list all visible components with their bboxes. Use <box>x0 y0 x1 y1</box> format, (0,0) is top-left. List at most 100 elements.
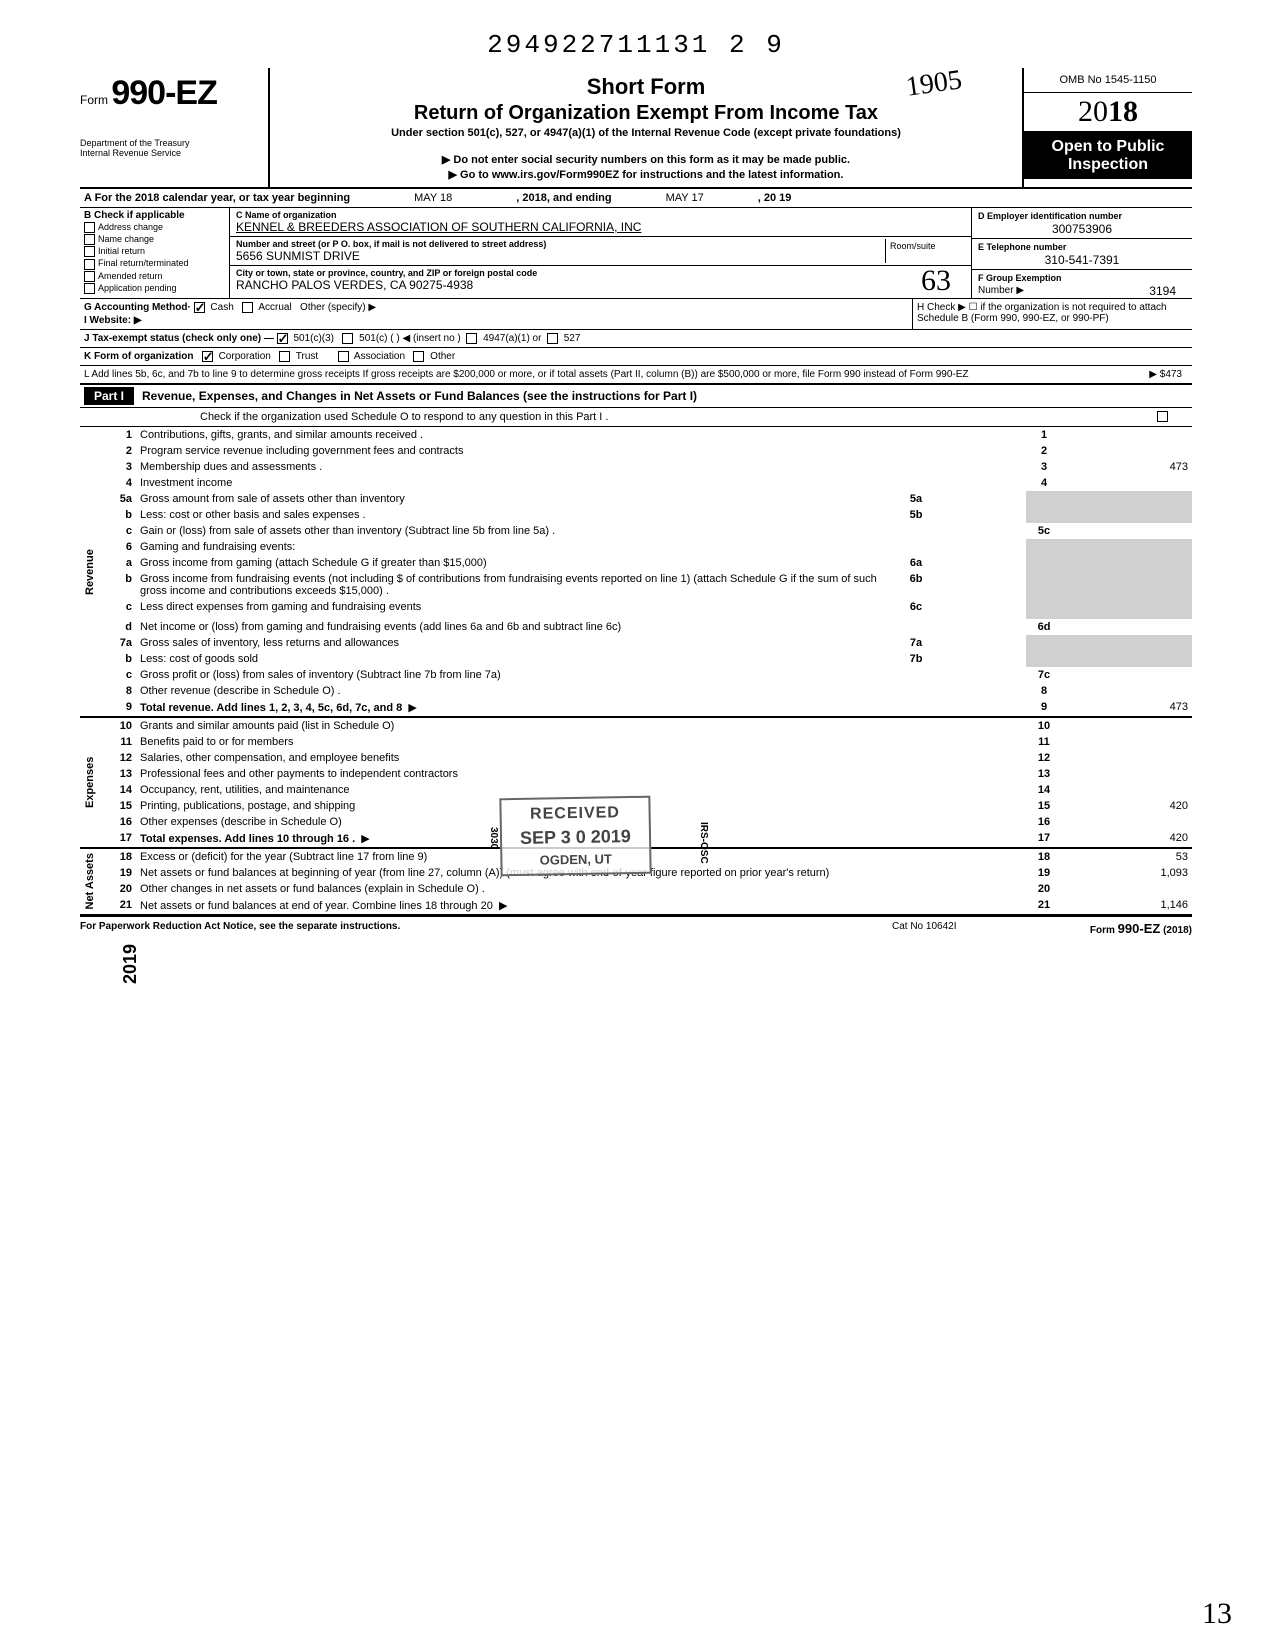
chk-accrual[interactable] <box>242 302 253 313</box>
line-1-text: Contributions, gifts, grants, and simila… <box>140 429 423 441</box>
room-label: Room/suite <box>890 241 936 251</box>
year-prefix: 20 <box>1078 95 1108 128</box>
lbl-association: Association <box>354 351 405 362</box>
phone-value: 310-541-7391 <box>978 253 1186 267</box>
line-4-no: 4 <box>102 475 136 491</box>
row-a-end2: , 20 19 <box>758 192 792 204</box>
header-left: Form 990-EZ Department of the Treasury I… <box>80 68 270 187</box>
block-bcd: B Check if applicable Address change Nam… <box>80 208 1192 299</box>
side-expenses: Expenses <box>80 717 102 848</box>
lbl-accrual: Accrual <box>258 302 291 313</box>
chk-final-return[interactable] <box>84 259 95 270</box>
lbl-initial-return: Initial return <box>98 246 145 256</box>
line-6d-box: 6d <box>1026 619 1062 635</box>
line-17-val: 420 <box>1062 830 1192 848</box>
chk-schedule-o[interactable] <box>1157 411 1168 422</box>
ein-label: D Employer identification number <box>978 211 1122 221</box>
chk-address-change[interactable] <box>84 222 95 233</box>
col-b: B Check if applicable Address change Nam… <box>80 208 230 298</box>
row-l-text: L Add lines 5b, 6c, and 7b to line 9 to … <box>84 369 1048 380</box>
line-1-box: 1 <box>1026 427 1062 443</box>
page-number-corner: 13 <box>1202 1597 1232 1631</box>
line-7b-mid: 7b <box>896 651 936 667</box>
tax-year-end: MAY 17 <box>615 192 755 204</box>
chk-cash[interactable] <box>194 302 205 313</box>
line-16-no: 16 <box>102 814 136 830</box>
line-13-no: 13 <box>102 766 136 782</box>
line-6a-mid: 6a <box>896 555 936 571</box>
short-form-label: Short Form <box>278 74 1014 100</box>
chk-501c[interactable] <box>342 333 353 344</box>
line-6a-no: a <box>102 555 136 571</box>
line-14-val <box>1062 782 1192 798</box>
line-10-no: 10 <box>102 717 136 734</box>
line-15-no: 15 <box>102 798 136 814</box>
chk-initial-return[interactable] <box>84 246 95 257</box>
chk-trust[interactable] <box>279 351 290 362</box>
col-c: C Name of organization KENNEL & BREEDERS… <box>230 208 972 298</box>
line-4-box: 4 <box>1026 475 1062 491</box>
open-line1: Open to Public <box>1026 138 1190 156</box>
line-7c-no: c <box>102 667 136 683</box>
form-page: 294922711131 2 9 Form 990-EZ Department … <box>80 30 1192 984</box>
line-6-shade-val <box>1062 539 1192 619</box>
chk-association[interactable] <box>338 351 349 362</box>
line-7a-mid: 7a <box>896 635 936 651</box>
line-7b-no: b <box>102 651 136 667</box>
line-5ab-shade <box>1026 491 1062 523</box>
chk-501c3[interactable] <box>277 333 288 344</box>
website-label: I Website: ▶ <box>84 315 142 326</box>
omb-number: OMB No 1545-1150 <box>1024 68 1192 93</box>
col-d: D Employer identification number 3007539… <box>972 208 1192 298</box>
line-5b-no: b <box>102 507 136 523</box>
col-b-label: B Check if applicable <box>84 210 225 221</box>
line-21-box: 21 <box>1026 897 1062 915</box>
line-10-val <box>1062 717 1192 734</box>
line-9-val: 473 <box>1062 699 1192 717</box>
chk-amended-return[interactable] <box>84 271 95 282</box>
stamp-received: RECEIVED <box>519 804 630 824</box>
line-2-text: Program service revenue including govern… <box>140 445 463 457</box>
line-6c-midval <box>936 599 1026 615</box>
row-k: K Form of organization Corporation Trust… <box>80 348 1192 366</box>
line-11-box: 11 <box>1026 734 1062 750</box>
line-10-box: 10 <box>1026 717 1062 734</box>
row-a-mid: , 2018, and ending <box>516 192 611 204</box>
phone-label: E Telephone number <box>978 242 1066 252</box>
line-7ab-shade <box>1026 635 1062 667</box>
lbl-final-return: Final return/terminated <box>98 258 189 268</box>
group-exempt-label2: Number ▶ <box>978 285 1024 296</box>
chk-other-org[interactable] <box>413 351 424 362</box>
line-2-val <box>1062 443 1192 459</box>
line-5ab-shade-val <box>1062 491 1192 523</box>
group-exempt-value: 3194 <box>1149 284 1186 298</box>
chk-name-change[interactable] <box>84 234 95 245</box>
line-7c-text: Gross profit or (loss) from sales of inv… <box>140 669 501 681</box>
line-9-no: 9 <box>102 699 136 717</box>
chk-527[interactable] <box>547 333 558 344</box>
lbl-527: 527 <box>564 333 581 344</box>
chk-application-pending[interactable] <box>84 283 95 294</box>
line-5c-no: c <box>102 523 136 539</box>
chk-4947[interactable] <box>466 333 477 344</box>
line-11-text: Benefits paid to or for members <box>140 736 293 748</box>
lbl-amended-return: Amended return <box>98 271 163 281</box>
ein-value: 300753906 <box>978 222 1186 236</box>
line-4-val <box>1062 475 1192 491</box>
line-7c-val <box>1062 667 1192 683</box>
line-2-no: 2 <box>102 443 136 459</box>
line-3-no: 3 <box>102 459 136 475</box>
line-5c-box: 5c <box>1026 523 1062 539</box>
line-8-no: 8 <box>102 683 136 699</box>
chk-corporation[interactable] <box>202 351 213 362</box>
line-15-box: 15 <box>1026 798 1062 814</box>
ssn-warning: ▶ Do not enter social security numbers o… <box>278 153 1014 166</box>
lbl-4947: 4947(a)(1) or <box>483 333 541 344</box>
line-5c-text: Gain or (loss) from sale of assets other… <box>140 525 555 537</box>
schedule-b-check: H Check ▶ ☐ if the organization is not r… <box>912 299 1192 329</box>
room-suite: Room/suite <box>885 239 965 263</box>
tax-year: 2018 <box>1024 93 1192 132</box>
line-3-box: 3 <box>1026 459 1062 475</box>
line-6-shade <box>1026 539 1062 619</box>
line-8-val <box>1062 683 1192 699</box>
